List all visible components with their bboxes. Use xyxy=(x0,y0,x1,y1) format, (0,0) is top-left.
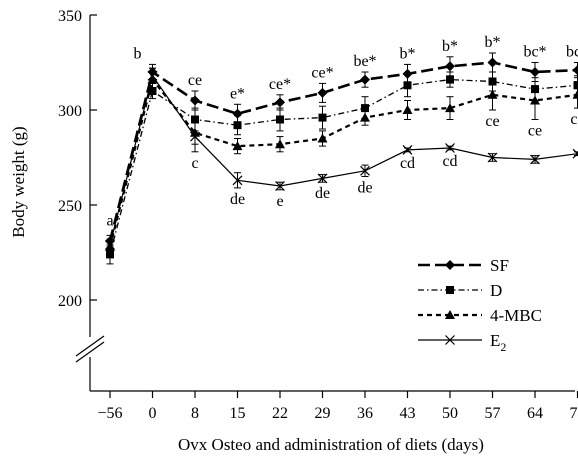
x-tick-label: 15 xyxy=(230,405,246,422)
diamond-marker xyxy=(318,88,328,98)
significance-letter: bc* xyxy=(566,44,578,61)
x-tick-label: 36 xyxy=(357,405,373,422)
significance-letter: ce xyxy=(485,113,499,130)
x-tick-label: 0 xyxy=(149,405,157,422)
annotation-layer: a b ce e* ce* ce* be* b* b* b* bc* bc* ce ce ce c de e de d… xyxy=(106,34,578,230)
significance-letter: ce xyxy=(570,111,578,128)
legend-entry: SF xyxy=(418,256,509,275)
series-line xyxy=(110,63,578,242)
series-line xyxy=(110,80,578,247)
y-tick-label: 350 xyxy=(58,8,82,25)
square-marker xyxy=(404,81,412,89)
square-marker xyxy=(276,116,284,124)
diamond-marker xyxy=(573,65,578,75)
y-tick-label: 250 xyxy=(58,198,82,215)
series-e2 xyxy=(106,68,578,250)
series-line xyxy=(110,80,578,255)
x-tick-label: 43 xyxy=(400,405,416,422)
diamond-marker xyxy=(445,260,455,270)
significance-letter: c xyxy=(191,155,198,172)
series-sf xyxy=(105,53,578,247)
diamond-marker xyxy=(275,97,285,107)
significance-letter: be* xyxy=(353,53,376,70)
significance-letter: de xyxy=(315,185,330,202)
x-tick-label: 22 xyxy=(272,405,288,422)
triangle-marker xyxy=(403,105,413,114)
x-tick-label: 72 xyxy=(570,405,578,422)
significance-letter: cd xyxy=(442,153,457,170)
significance-letter: e* xyxy=(230,85,245,102)
legend-entry: D xyxy=(418,281,502,300)
diamond-marker xyxy=(445,61,455,71)
significance-letter: b* xyxy=(485,34,501,51)
significance-letter: ce* xyxy=(311,64,333,81)
y-axis-title: Body weight (g) xyxy=(9,126,28,237)
diamond-marker xyxy=(488,58,498,68)
x-tick-label: 50 xyxy=(442,405,458,422)
series-4-mbc xyxy=(105,68,578,254)
x-tick-label: 29 xyxy=(315,405,331,422)
significance-letter: ce xyxy=(528,123,542,140)
diamond-marker xyxy=(190,96,200,106)
significance-letter: a xyxy=(106,213,113,230)
significance-letter: cd xyxy=(400,155,415,172)
legend-label: 4-MBC xyxy=(490,306,542,325)
triangle-marker xyxy=(573,90,578,99)
diamond-marker xyxy=(360,75,370,85)
x-tick-label: 8 xyxy=(191,405,199,422)
diamond-marker xyxy=(530,67,540,77)
significance-letter: de xyxy=(357,180,372,197)
series-d xyxy=(106,72,578,264)
x-tick-label: 57 xyxy=(485,405,501,422)
square-marker xyxy=(234,121,242,129)
legend-entry: E2 xyxy=(418,331,506,354)
significance-letter: de xyxy=(230,191,245,208)
axis-break-mark xyxy=(76,336,104,356)
legend: SF D 4-MBC E2 xyxy=(418,256,542,354)
legend-label: D xyxy=(490,281,502,300)
legend-entry: 4-MBC xyxy=(418,306,542,325)
significance-letter: bc* xyxy=(523,44,546,61)
series-line xyxy=(110,76,578,245)
x-axis-title: Ovx Osteo and administration of diets (d… xyxy=(178,435,484,454)
y-tick-label: 300 xyxy=(58,103,82,120)
significance-letter: b* xyxy=(442,38,458,55)
triangle-marker xyxy=(360,113,370,122)
y-tick-label: 200 xyxy=(58,293,82,310)
significance-letter: b* xyxy=(400,45,416,62)
significance-letter: b xyxy=(134,45,142,62)
square-marker xyxy=(319,114,327,122)
series-layer xyxy=(105,53,578,264)
significance-letter: e xyxy=(276,193,283,210)
x-tick-label: 64 xyxy=(527,405,543,422)
significance-letter: ce xyxy=(188,72,202,89)
square-marker xyxy=(446,286,454,294)
significance-letter: ce* xyxy=(269,76,291,93)
square-marker xyxy=(446,76,454,84)
legend-label: SF xyxy=(490,256,509,275)
x-tick-label: −56 xyxy=(97,405,122,422)
legend-label: E2 xyxy=(490,331,506,354)
